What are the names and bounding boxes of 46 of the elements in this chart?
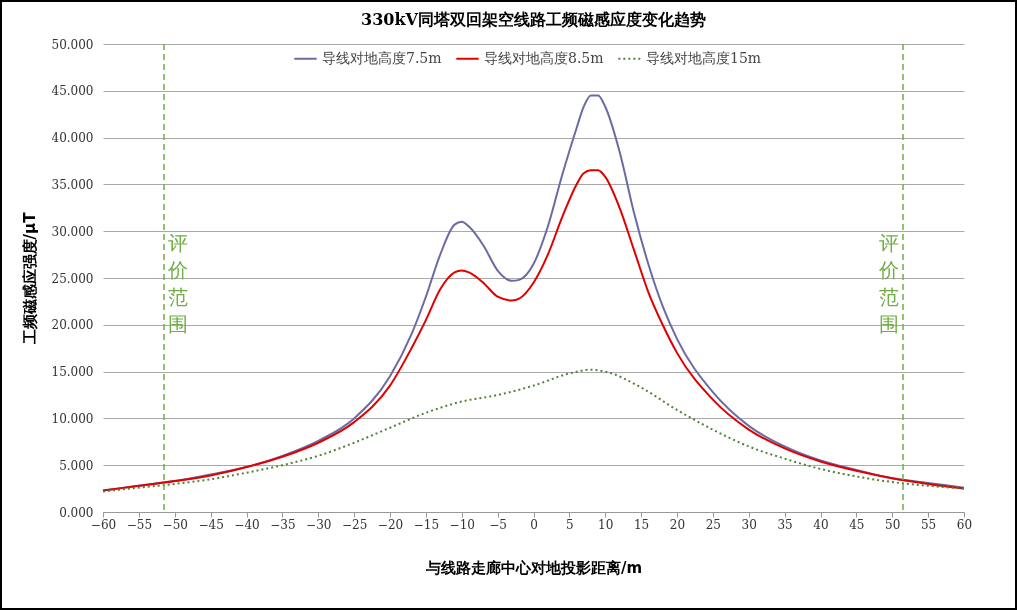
line-series — [102, 169, 965, 492]
y-tick-label: 10.000 — [51, 411, 94, 426]
x-tick-label: 5 — [566, 517, 574, 532]
y-tick-label: 45.000 — [51, 84, 94, 99]
y-tick-label: 15.000 — [51, 365, 94, 380]
y-axis-title: 工频磁感应强度/μT — [20, 211, 39, 346]
x-tick-label: 50 — [885, 517, 901, 532]
x-tick-label: 40 — [813, 517, 829, 532]
x-tick-label: 20 — [669, 517, 686, 532]
x-tick-label: 60 — [956, 517, 973, 532]
x-axis-title: 与线路走廊中心对地投影距离/m — [424, 558, 643, 577]
x-tick-label: −55 — [126, 517, 153, 532]
x-tick-label: 15 — [633, 517, 650, 532]
y-tick-label: 40.000 — [51, 131, 94, 146]
y-tick-label: 30.000 — [51, 224, 94, 239]
y-tick-label: 50.000 — [51, 37, 94, 52]
x-tick-label: −10 — [449, 517, 475, 532]
x-tick-label: −25 — [341, 517, 368, 532]
y-tick-label: 5.000 — [59, 458, 94, 473]
x-tick-label: −20 — [377, 517, 404, 532]
x-tick-label: 10 — [598, 517, 614, 532]
x-tick-label: 55 — [920, 517, 937, 532]
x-tick-label: −45 — [198, 517, 224, 532]
x-tick-label: 25 — [705, 517, 722, 532]
x-tick-label: −30 — [306, 517, 332, 532]
chart-title: 330kV同塔双回架空线路工频磁感应度变化趋势 — [361, 10, 706, 29]
legend-label: 导线对地高度8.5m — [484, 49, 604, 66]
y-tick-label: 35.000 — [51, 177, 94, 192]
y-tick-label: 20.000 — [51, 318, 94, 333]
x-tick-label: −50 — [162, 517, 188, 532]
x-tick-label: −5 — [489, 517, 507, 532]
x-tick-label: 45 — [849, 517, 865, 532]
x-tick-label: 30 — [741, 517, 757, 532]
x-tick-label: 0 — [530, 517, 538, 532]
x-tick-label: −60 — [90, 517, 117, 532]
y-tick-label: 25.000 — [51, 271, 94, 286]
x-tick-label: −35 — [270, 517, 296, 532]
x-tick-label: −15 — [413, 517, 440, 532]
ref-line-label: 评价范围 — [166, 231, 188, 336]
x-tick-label: 35 — [777, 517, 793, 532]
line-series — [102, 368, 965, 493]
legend-label: 导线对地高度15m — [646, 49, 762, 66]
y-tick-label: 0.000 — [59, 505, 94, 520]
ref-line-label: 评价范围 — [878, 231, 900, 336]
x-tick-label: −40 — [234, 517, 260, 532]
legend-label: 导线对地高度7.5m — [322, 49, 442, 66]
